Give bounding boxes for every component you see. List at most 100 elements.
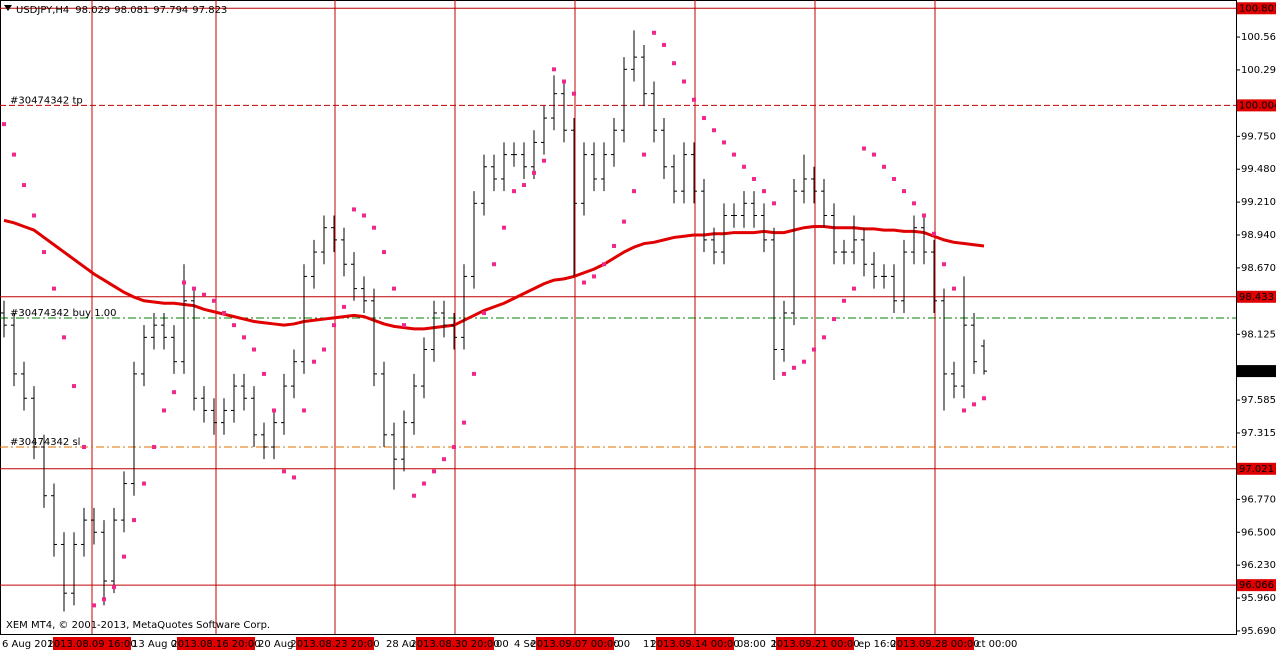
y-tick-label: 99.210: [1241, 197, 1276, 208]
x-tick-label: 13 Aug 08: [132, 639, 183, 650]
y-tick-label: 95.960: [1241, 593, 1276, 604]
sar-dot: [542, 158, 546, 163]
sar-dot: [452, 444, 456, 449]
sar-dot: [512, 189, 516, 194]
sar-dot: [982, 396, 986, 401]
y-tick-label: 95.690: [1241, 626, 1276, 637]
y-tick-label: 100.565: [1241, 32, 1276, 43]
x-tick-label: 20 Aug 1: [258, 639, 303, 650]
y-tick-label: 99.480: [1241, 164, 1276, 175]
sar-dot: [432, 469, 436, 474]
sar-dot: [892, 176, 896, 181]
sar-dot: [422, 481, 426, 486]
plot: #30474342 tp #30474342 buy 1.00 #30474342 …: [0, 0, 1236, 634]
separator-label: 2013.08.16 20:00: [171, 639, 260, 650]
sar-dot: [602, 262, 606, 267]
sar-dot: [42, 250, 46, 255]
separator-label: 2013.09.21 00:00: [770, 639, 859, 650]
sar-dot: [222, 310, 226, 315]
sar-dot: [552, 67, 556, 72]
separator-label-box: [296, 637, 374, 650]
sar-dot: [952, 286, 956, 291]
y-tick-label: 96.230: [1241, 560, 1276, 571]
moving-average: [3, 218, 985, 331]
sar-dot: [672, 61, 676, 66]
sar-dot: [332, 323, 336, 328]
sar-dot: [462, 420, 466, 425]
price-label: 100.801: [1239, 3, 1276, 14]
sar-dot: [872, 152, 876, 157]
sar-dot: [912, 201, 916, 206]
sar-dot: [792, 365, 796, 370]
sar-dot: [162, 408, 166, 413]
sar-dot: [722, 140, 726, 145]
current-price: 97.823: [1239, 366, 1274, 377]
sar-dot: [922, 213, 926, 218]
separator-label-box: [53, 637, 131, 650]
sar-dot: [242, 335, 246, 340]
y-tick-label: 98.670: [1241, 263, 1276, 274]
price-label: 97.021: [1239, 464, 1274, 475]
sar-dot: [2, 122, 6, 127]
x-tick-label: 08:00: [737, 639, 766, 650]
y-tick-label: 96.770: [1241, 494, 1276, 505]
current-price-box: [1237, 365, 1276, 378]
price-label: 96.066: [1239, 580, 1274, 591]
order-label: #30474342 tp: [10, 95, 83, 106]
x-tick-label: 28 Aug: [386, 639, 421, 650]
y-tick-label: 97.585: [1241, 395, 1276, 406]
sar-dot: [592, 274, 596, 279]
separator-label-box: [656, 637, 734, 650]
low: 97.794: [153, 5, 188, 16]
sar-dot: [762, 189, 766, 194]
sar-dot: [172, 390, 176, 395]
sar-dot: [662, 42, 666, 47]
price-label-box: [1237, 462, 1276, 475]
sar-dot: [352, 207, 356, 212]
sar-dot: [802, 359, 806, 364]
sar-dot: [862, 146, 866, 151]
sar-dot: [682, 79, 686, 84]
x-tick-label: 6 Aug 2013: [2, 639, 60, 650]
header-icon: [4, 5, 12, 11]
sar-dot: [62, 335, 66, 340]
sar-dot: [402, 323, 406, 328]
sar-dot: [82, 444, 86, 449]
x-tick-label: 11: [643, 639, 656, 650]
sar-dot: [12, 152, 16, 157]
separator-label: 2013.08.09 16:00: [47, 639, 136, 650]
y-tick-label: 97.315: [1241, 428, 1276, 439]
price-label-box: [1237, 579, 1276, 592]
copyright: XEM MT4, © 2001-2013, MetaQuotes Softwar…: [6, 620, 270, 631]
sar-dot: [882, 164, 886, 169]
sar-dot: [842, 298, 846, 303]
sar-dot: [492, 262, 496, 267]
sar-dot: [902, 189, 906, 194]
sar-dot: [962, 408, 966, 413]
separator-label-box: [776, 637, 854, 650]
separator-label: 2013.08.23 20:00: [290, 639, 379, 650]
sar-dot: [832, 317, 836, 322]
sar-dot: [112, 585, 116, 590]
price-label-box: [1237, 290, 1276, 303]
sar-dot: [122, 554, 126, 559]
sar-dot: [52, 286, 56, 291]
sar-dot: [182, 280, 186, 285]
separator-label: 2013.09.07 00:00: [530, 639, 619, 650]
sar-dot: [362, 213, 366, 218]
sar-dot: [472, 371, 476, 376]
sar-dot: [522, 183, 526, 188]
open: 98.029: [75, 5, 110, 16]
sar-dot: [612, 243, 616, 248]
sar-dot: [972, 402, 976, 407]
separator-label: 2013.09.28 00:00: [890, 639, 979, 650]
sar-dot: [382, 250, 386, 255]
sar-dot: [102, 597, 106, 602]
sar-dot: [192, 286, 196, 291]
sar-dot: [92, 603, 96, 608]
x-tick-label: 00: [496, 639, 509, 650]
price-label: 98.433: [1239, 292, 1274, 303]
